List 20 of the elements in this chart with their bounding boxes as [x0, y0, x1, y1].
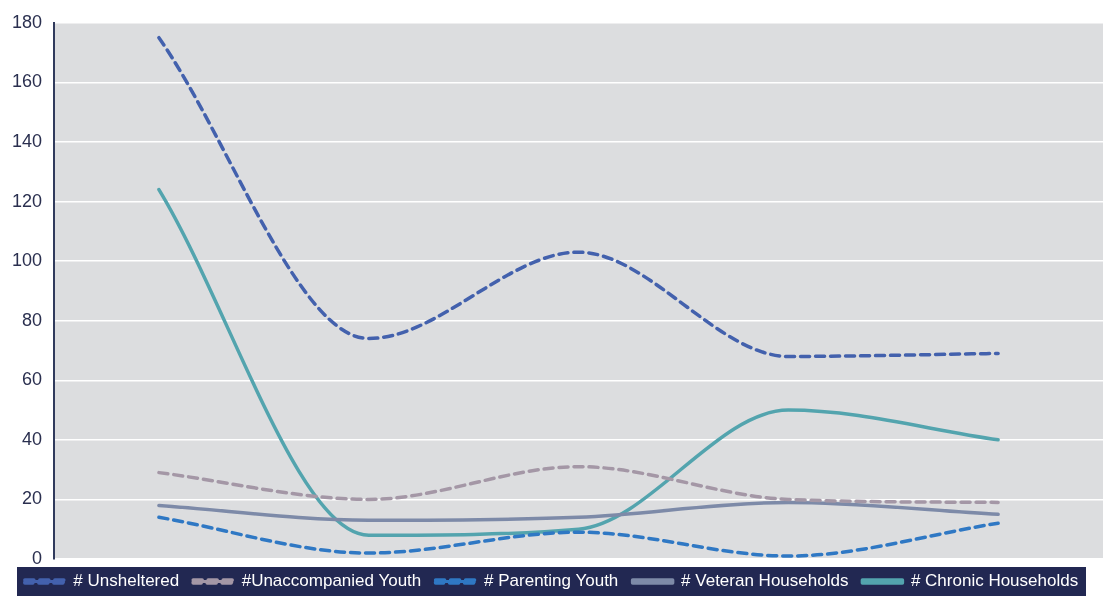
- legend-label: # Unsheltered: [73, 571, 180, 591]
- line-series: [157, 187, 1000, 537]
- legend-label: # Chronic Households: [910, 571, 1079, 591]
- y-tick-label: 80: [22, 309, 43, 330]
- y-tick-label: 140: [11, 130, 43, 151]
- y-tick-label: 0: [32, 547, 43, 568]
- y-tick-label: 160: [11, 71, 43, 92]
- legend-label: # Veteran Households: [681, 571, 849, 591]
- line-series: [157, 35, 1000, 359]
- y-tick-label: 20: [22, 488, 43, 509]
- line-series: [157, 500, 1000, 523]
- legend-label: #Unaccompanied Youth: [241, 571, 422, 591]
- y-tick-label: 180: [11, 11, 43, 32]
- y-tick-label: 100: [11, 250, 43, 271]
- line-series: [157, 464, 1000, 505]
- legend-label: # Parenting Youth: [484, 571, 619, 591]
- line-series: [157, 515, 1000, 558]
- y-tick-label: 40: [22, 428, 43, 449]
- y-tick-label: 60: [22, 369, 43, 390]
- y-tick-label: 120: [11, 190, 43, 211]
